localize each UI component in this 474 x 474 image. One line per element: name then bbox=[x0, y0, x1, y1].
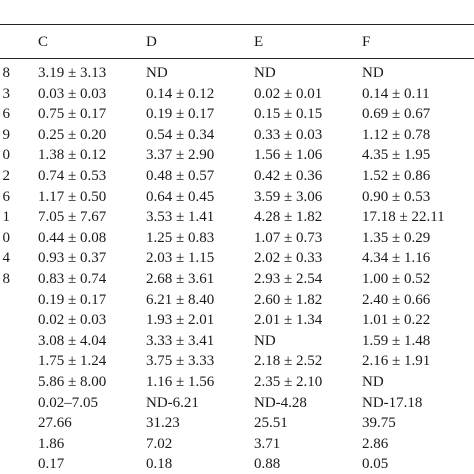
column-header: E bbox=[254, 34, 264, 50]
table-cell: 0.90 ± 0.53 bbox=[362, 188, 431, 205]
cut-cell: 9 bbox=[2, 126, 11, 143]
table-cell: ND bbox=[362, 65, 384, 81]
table-cell: 4.28 ± 1.82 bbox=[254, 209, 323, 226]
table-cell: 0.44 ± 0.08 bbox=[38, 229, 107, 246]
table-cell: 2.60 ± 1.82 bbox=[254, 291, 323, 308]
table-cell: 0.02 ± 0.03 bbox=[38, 312, 107, 329]
column-header: F bbox=[362, 34, 371, 50]
table-cell: 2.86 bbox=[362, 435, 389, 452]
table-cell: 0.54 ± 0.34 bbox=[146, 126, 215, 143]
table-cell: 0.64 ± 0.45 bbox=[146, 188, 215, 205]
cut-cell: 4 bbox=[2, 250, 11, 267]
table-cell: ND-6.21 bbox=[146, 394, 199, 411]
table-cell: 0.03 ± 0.03 bbox=[38, 85, 107, 102]
table-cell: 1.75 ± 1.24 bbox=[38, 353, 107, 370]
table-cell: 2.35 ± 2.10 bbox=[254, 374, 323, 390]
table-cell: 1.17 ± 0.50 bbox=[38, 188, 107, 205]
cut-cell: 8 bbox=[2, 65, 11, 81]
table-cell: 0.33 ± 0.03 bbox=[254, 126, 323, 143]
table-cell: ND-17.18 bbox=[362, 394, 423, 411]
cut-cell: 1 bbox=[2, 209, 11, 226]
table-cell: 2.18 ± 2.52 bbox=[254, 353, 323, 370]
table-cell: 0.75 ± 0.17 bbox=[38, 106, 107, 123]
table-cell: 3.53 ± 1.41 bbox=[146, 209, 215, 226]
table-cell: 6.21 ± 8.40 bbox=[146, 291, 215, 308]
table-cell: 0.19 ± 0.17 bbox=[38, 291, 107, 308]
table-cell: 2.16 ± 1.91 bbox=[362, 353, 431, 370]
table-cell: 1.12 ± 0.78 bbox=[362, 126, 431, 143]
header-rule bbox=[0, 58, 474, 59]
table-cell: 1.86 bbox=[38, 435, 65, 452]
table-cell: 0.88 bbox=[254, 456, 281, 473]
table-cell: 1.35 ± 0.29 bbox=[362, 229, 431, 246]
cut-cell: 2 bbox=[2, 168, 11, 184]
table-cell: 1.25 ± 0.83 bbox=[146, 229, 215, 246]
table-cell: 2.40 ± 0.66 bbox=[362, 291, 431, 308]
table-cell: 3.33 ± 3.41 bbox=[146, 332, 215, 349]
table-cell: 0.02 ± 0.01 bbox=[254, 85, 323, 102]
cut-cell: 6 bbox=[2, 106, 11, 123]
table-cell: 2.01 ± 1.34 bbox=[254, 312, 323, 329]
table-cell: 0.19 ± 0.17 bbox=[146, 106, 215, 123]
table-cell: 3.59 ± 3.06 bbox=[254, 188, 323, 205]
cut-cell: 8 bbox=[2, 271, 11, 287]
table-cell: 1.93 ± 2.01 bbox=[146, 312, 215, 329]
table-cell: 1.38 ± 0.12 bbox=[38, 147, 107, 164]
table-cell: 3.71 bbox=[254, 435, 281, 452]
table-cell: 0.14 ± 0.11 bbox=[362, 85, 430, 102]
table-cell: 3.37 ± 2.90 bbox=[146, 147, 215, 164]
cut-cell: 6 bbox=[2, 188, 11, 205]
table-cell: ND bbox=[146, 65, 168, 81]
table-cell: 0.17 bbox=[38, 456, 65, 473]
table-cell: 0.15 ± 0.15 bbox=[254, 106, 323, 123]
table-cell: 1.52 ± 0.86 bbox=[362, 168, 431, 184]
table-cell: 4.35 ± 1.95 bbox=[362, 147, 431, 164]
column-header: C bbox=[38, 34, 49, 50]
table-cell: 1.07 ± 0.73 bbox=[254, 229, 323, 246]
table-cell: 3.08 ± 4.04 bbox=[38, 332, 107, 349]
column-header: D bbox=[146, 34, 157, 50]
table-cell: 0.02–7.05 bbox=[38, 394, 98, 411]
table-cell: 25.51 bbox=[254, 415, 288, 432]
table-cell: 2.03 ± 1.15 bbox=[146, 250, 215, 267]
table-cell: 2.02 ± 0.33 bbox=[254, 250, 323, 267]
table-cell: 1.56 ± 1.06 bbox=[254, 147, 323, 164]
cut-cell: 0 bbox=[2, 147, 11, 164]
table-cell: 0.83 ± 0.74 bbox=[38, 271, 107, 287]
table-cell: 2.93 ± 2.54 bbox=[254, 271, 323, 287]
table-cell: 17.18 ± 22.11 bbox=[362, 209, 445, 226]
table-cell: 0.25 ± 0.20 bbox=[38, 126, 107, 143]
top-rule bbox=[0, 24, 474, 25]
table-cell: 0.69 ± 0.67 bbox=[362, 106, 431, 123]
table-cell: 39.75 bbox=[362, 415, 396, 432]
cut-cell: 3 bbox=[2, 85, 11, 102]
table-cell: 1.00 ± 0.52 bbox=[362, 271, 431, 287]
table-cell: 31.23 bbox=[146, 415, 180, 432]
table-cell: ND-4.28 bbox=[254, 394, 307, 411]
table-cell: ND bbox=[254, 332, 276, 349]
table-cell: 3.75 ± 3.33 bbox=[146, 353, 215, 370]
table-cell: 7.02 bbox=[146, 435, 173, 452]
table-cell: 1.59 ± 1.48 bbox=[362, 332, 431, 349]
table-cell: 1.16 ± 1.56 bbox=[146, 374, 215, 390]
table-cell: 7.05 ± 7.67 bbox=[38, 209, 107, 226]
table-cell: ND bbox=[254, 65, 276, 81]
table-cell: 0.05 bbox=[362, 456, 389, 473]
table-cell: 0.42 ± 0.36 bbox=[254, 168, 323, 184]
table-cell: 5.86 ± 8.00 bbox=[38, 374, 107, 390]
table-cell: 2.68 ± 3.61 bbox=[146, 271, 215, 287]
table-cell: 0.48 ± 0.57 bbox=[146, 168, 215, 184]
table-cell: 0.14 ± 0.12 bbox=[146, 85, 215, 102]
table-cell: 0.74 ± 0.53 bbox=[38, 168, 107, 184]
table-cell: 27.66 bbox=[38, 415, 72, 432]
table-cell: 4.34 ± 1.16 bbox=[362, 250, 431, 267]
table-cell: 3.19 ± 3.13 bbox=[38, 65, 107, 81]
table-cell: 0.18 bbox=[146, 456, 173, 473]
table-cell: ND bbox=[362, 374, 384, 390]
cut-cell: 0 bbox=[2, 229, 11, 246]
table-cell: 0.93 ± 0.37 bbox=[38, 250, 107, 267]
table-cell: 1.01 ± 0.22 bbox=[362, 312, 431, 329]
